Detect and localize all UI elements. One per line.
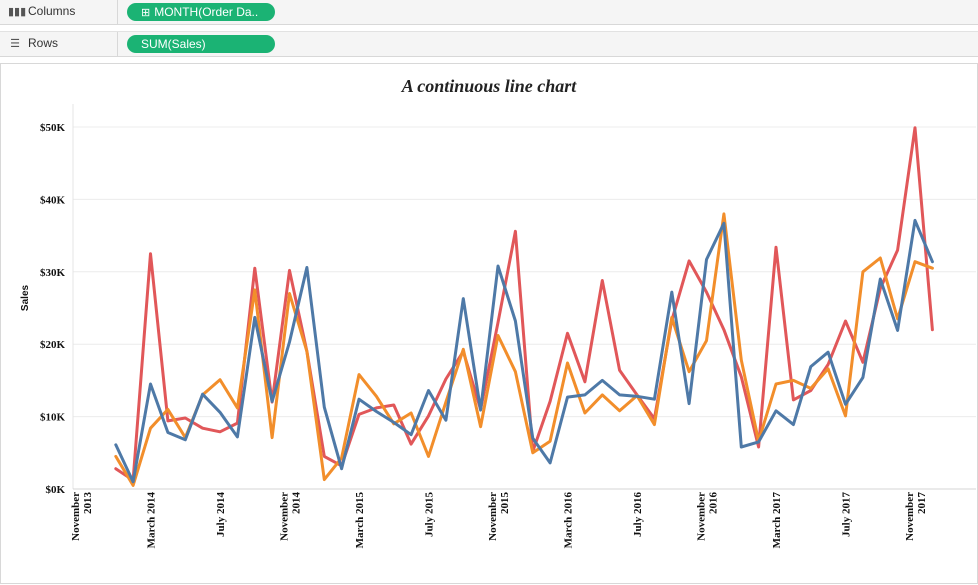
- columns-icon: ▮▮▮: [8, 6, 27, 18]
- chart-title: A continuous line chart: [401, 76, 577, 96]
- rows-label-text: Rows: [28, 36, 59, 50]
- x-tick-label-line: 2017: [916, 492, 928, 515]
- y-tick-label: $20K: [40, 339, 66, 351]
- y-tick-label: $0K: [45, 484, 65, 496]
- y-tick-label: $40K: [40, 194, 66, 206]
- x-tick-label-line: 2014: [291, 492, 303, 515]
- x-tick-label: March 2015: [354, 492, 366, 549]
- x-tick-label-line: July 2016: [632, 492, 644, 537]
- rows-pill-text: SUM(Sales): [141, 37, 206, 51]
- x-tick-label-line: March 2015: [354, 492, 366, 549]
- x-tick-label: July 2014: [215, 492, 227, 537]
- x-tick-label: July 2015: [424, 492, 436, 537]
- month-order-date-pill[interactable]: ⊞ MONTH(Order Da..: [127, 3, 275, 21]
- x-tick-label-line: July 2014: [215, 492, 227, 537]
- x-tick-label: March 2014: [146, 492, 158, 549]
- x-tick-label-line: November: [279, 492, 291, 541]
- columns-pill-text: MONTH(Order Da..: [154, 5, 259, 19]
- y-tick-label: $10K: [40, 412, 66, 424]
- x-tick-label: November 2016: [696, 492, 720, 541]
- columns-label-text: Columns: [28, 4, 76, 18]
- x-tick-label: November 2013: [70, 492, 94, 541]
- y-tick-label: $30K: [40, 267, 66, 279]
- x-tick-label-line: July 2015: [424, 492, 436, 537]
- series-line[interactable]: [114, 126, 934, 482]
- series-line[interactable]: [114, 212, 934, 487]
- columns-shelf-label: ▮▮▮ Columns: [0, 0, 118, 24]
- x-tick-label: November 2014: [279, 492, 303, 541]
- x-tick-label-line: March 2016: [563, 492, 575, 549]
- x-tick-label: March 2017: [771, 492, 783, 549]
- y-tick-label: $50K: [40, 122, 66, 134]
- x-tick-label-line: 2015: [499, 492, 511, 515]
- rows-icon: ☰: [10, 38, 20, 50]
- series-line[interactable]: [114, 218, 934, 484]
- x-tick-label: July 2016: [632, 492, 644, 537]
- x-tick-label-line: July 2017: [841, 492, 853, 537]
- x-tick-label-line: November: [696, 492, 708, 541]
- chart-view: A continuous line chart $0K $10K $20K $30K $…: [0, 63, 978, 584]
- x-tick-label-line: March 2014: [146, 492, 158, 549]
- x-tick-label-line: 2013: [82, 492, 94, 515]
- x-tick-label-line: March 2017: [771, 492, 783, 549]
- sum-sales-pill[interactable]: SUM(Sales): [127, 35, 275, 53]
- x-tick-label: July 2017: [841, 492, 853, 537]
- x-tick-label-line: November: [904, 492, 916, 541]
- x-tick-label-line: 2016: [708, 492, 720, 515]
- columns-shelf: ▮▮▮ Columns ⊞ MONTH(Order Da..: [0, 0, 978, 25]
- y-axis-label: Sales: [20, 284, 31, 311]
- rows-shelf-label: ☰ Rows: [0, 32, 118, 56]
- expand-plus-icon[interactable]: ⊞: [141, 7, 151, 19]
- x-tick-label-line: November: [70, 492, 82, 541]
- x-tick-label: March 2016: [563, 492, 575, 549]
- x-tick-label: November 2017: [904, 492, 928, 541]
- rows-shelf: ☰ Rows SUM(Sales): [0, 31, 978, 57]
- x-tick-label: November 2015: [487, 492, 511, 541]
- x-tick-label-line: November: [487, 492, 499, 541]
